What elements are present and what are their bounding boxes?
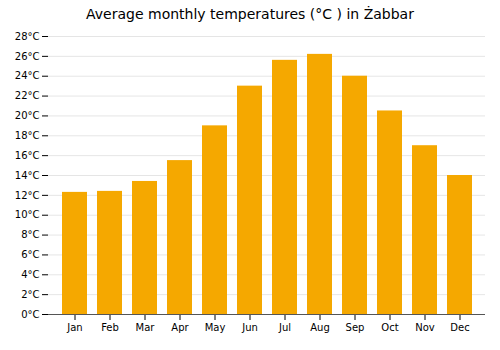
svg-text:12°C: 12°C: [15, 190, 40, 201]
svg-text:28°C: 28°C: [15, 31, 40, 42]
svg-text:24°C: 24°C: [15, 70, 40, 81]
svg-text:20°C: 20°C: [15, 110, 40, 121]
html-text:Average monthly temperatures (: Average monthly temperatures (°C ) in Ża…: [86, 6, 414, 22]
svg-text:4°C: 4°C: [21, 269, 39, 280]
svg-text:Feb: Feb: [101, 322, 119, 333]
svg-text:10°C: 10°C: [15, 209, 40, 220]
svg-text:2°C: 2°C: [21, 289, 39, 300]
svg-text:16°C: 16°C: [15, 150, 40, 161]
svg-text:Jul: Jul: [278, 322, 291, 333]
svg-text:Mar: Mar: [136, 322, 156, 333]
svg-text:Dec: Dec: [450, 322, 469, 333]
svg-text:18°C: 18°C: [15, 130, 40, 141]
svg-text:8°C: 8°C: [21, 229, 39, 240]
svg-text:26°C: 26°C: [15, 51, 40, 62]
svg-text:May: May: [205, 322, 226, 333]
svg-text:Jun: Jun: [241, 322, 258, 333]
svg-text:0°C: 0°C: [21, 309, 39, 320]
svg-text:Aug: Aug: [310, 322, 330, 333]
svg-text:22°C: 22°C: [15, 90, 40, 101]
svg-text:Nov: Nov: [415, 322, 435, 333]
svg-text:Apr: Apr: [171, 322, 189, 333]
svg-text:Sep: Sep: [346, 322, 365, 333]
svg-text:6°C: 6°C: [21, 249, 39, 260]
svg-text:14°C: 14°C: [15, 170, 40, 181]
svg-text:Jan: Jan: [66, 322, 82, 333]
svg-text:Oct: Oct: [381, 322, 398, 333]
